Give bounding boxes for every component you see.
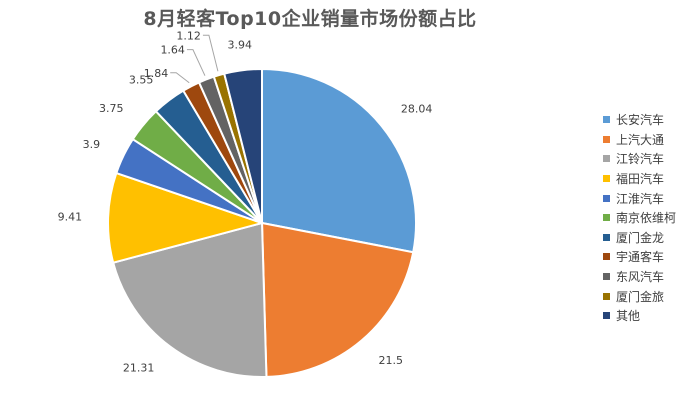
chart-title: 8月轻客Top10企业销量市场份额占比: [143, 8, 477, 30]
pie-slice-3: [111, 221, 268, 378]
slice-label-2: 21.5: [379, 354, 404, 367]
legend-item-1: 长安汽车: [603, 110, 681, 130]
pie-slice-2: [260, 221, 415, 378]
slice-label-10: 1.12: [176, 29, 201, 42]
leader-line-10: [202, 34, 219, 72]
legend-swatch: [603, 175, 610, 183]
legend-item-7: 厦门金龙: [603, 228, 681, 248]
legend-swatch: [603, 135, 610, 143]
legend-label: 厦门金龙: [616, 230, 665, 245]
legend-swatch: [603, 233, 610, 241]
legend-label: 宇通客车: [616, 250, 665, 265]
legend-label: 东风汽车: [616, 270, 665, 285]
pie-slice-4: [107, 171, 266, 264]
leader-lines: [170, 34, 219, 84]
legend-label: 江淮汽车: [616, 191, 665, 206]
legend-swatch: [603, 253, 610, 261]
legend-label: 南京依维柯: [616, 211, 677, 226]
legend-item-5: 江淮汽车: [603, 188, 681, 208]
slice-label-11: 3.94: [228, 38, 253, 51]
slice-label-6: 3.75: [99, 102, 124, 115]
slice-label-8: 1.84: [144, 67, 169, 80]
legend-item-11: 其他: [603, 306, 681, 326]
legend-item-2: 上汽大通: [603, 130, 681, 150]
legend-label: 上汽大通: [616, 132, 665, 147]
legend: 长安汽车上汽大通江铃汽车福田汽车江淮汽车南京依维柯厦门金龙宇通客车东风汽车厦门金…: [603, 110, 681, 326]
slice-label-3: 21.31: [123, 361, 155, 374]
legend-label: 其他: [616, 309, 641, 324]
pie-slices: [107, 67, 417, 378]
legend-label: 福田汽车: [616, 172, 665, 187]
slice-label-1: 28.04: [401, 102, 433, 115]
pie-slice-11: [223, 67, 263, 224]
pie-slice-1: [261, 67, 417, 254]
slice-label-7: 3.55: [129, 73, 154, 86]
legend-item-8: 宇通客车: [603, 247, 681, 267]
legend-swatch: [603, 273, 610, 281]
slice-label-9: 1.64: [160, 44, 185, 57]
slice-label-5: 3.9: [83, 138, 101, 151]
legend-item-3: 江铃汽车: [603, 149, 681, 169]
legend-swatch: [603, 312, 610, 320]
leader-line-8: [170, 72, 190, 84]
legend-swatch: [603, 194, 610, 202]
legend-label: 厦门金旅: [616, 289, 665, 304]
leader-line-9: [186, 49, 206, 76]
legend-swatch: [603, 214, 610, 222]
legend-swatch: [603, 155, 610, 163]
legend-swatch: [603, 292, 610, 300]
legend-item-4: 福田汽车: [603, 169, 681, 189]
legend-item-6: 南京依维柯: [603, 208, 681, 228]
legend-label: 江铃汽车: [616, 152, 665, 167]
legend-item-9: 东风汽车: [603, 267, 681, 287]
slice-labels: 28.04 21.5 21.31 9.41 3.9 3.75 3.551.84 1.64 1.1…: [58, 29, 433, 374]
legend-swatch: [603, 116, 610, 124]
slice-label-4: 9.41: [58, 211, 83, 224]
legend-label: 长安汽车: [616, 113, 665, 128]
legend-item-10: 厦门金旅: [603, 286, 681, 306]
